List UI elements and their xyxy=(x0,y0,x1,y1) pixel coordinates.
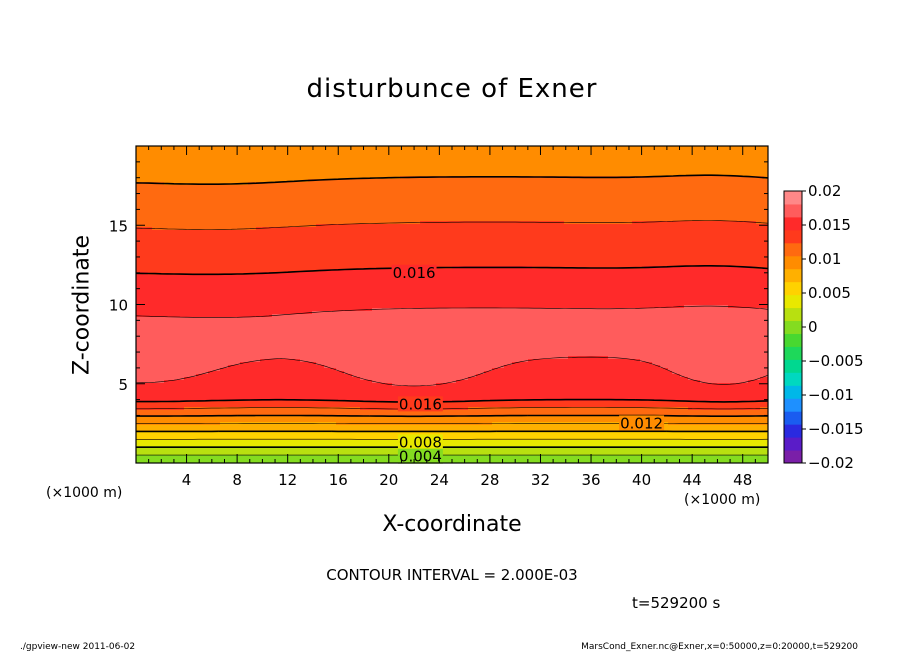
x-tick-label: 48 xyxy=(733,471,752,489)
x-tick-label: 24 xyxy=(430,471,449,489)
y-axis: 5 10 15 xyxy=(109,161,768,448)
contour-interval-text: CONTOUR INTERVAL = 2.000E-03 xyxy=(326,566,578,584)
colorbar-band xyxy=(784,411,802,425)
x-tick-label: 36 xyxy=(581,471,600,489)
colorbar-band xyxy=(784,424,802,438)
colorbar-band xyxy=(784,216,802,231)
y-tick-label: 15 xyxy=(109,217,128,235)
contour-label-background xyxy=(619,415,665,431)
contour-label: 0.008 xyxy=(399,433,442,451)
colorbar-band xyxy=(784,268,802,283)
colorbar-band xyxy=(784,281,802,296)
colorbar-tick-label: 0 xyxy=(808,318,818,336)
x-tick-label: 40 xyxy=(632,471,651,489)
colorbar-band xyxy=(784,203,802,218)
colorbar-tick-label: −0.01 xyxy=(808,386,854,404)
colorbar-band xyxy=(784,307,802,322)
colorbar-band xyxy=(784,372,802,386)
contour-label-background xyxy=(397,448,443,464)
colorbar-band xyxy=(784,437,802,451)
contour-line xyxy=(136,305,768,387)
colorbar-band xyxy=(784,242,802,257)
colorbar-band xyxy=(784,294,802,309)
footer-left-text: ./gpview-new 2011-06-02 xyxy=(20,642,136,652)
colorbar-band xyxy=(784,385,802,399)
time-text: t=529200 s xyxy=(632,594,721,612)
y-tick-label: 5 xyxy=(118,376,128,394)
y-tick-label: 10 xyxy=(109,297,128,315)
colorbar-band xyxy=(784,255,802,270)
colorbar-band xyxy=(784,450,802,464)
x-tick-label: 28 xyxy=(480,471,499,489)
colorbar-tick-label: −0.02 xyxy=(808,454,854,472)
x-tick-label: 20 xyxy=(379,471,398,489)
colorbar-band xyxy=(784,359,802,373)
colorbar-band xyxy=(784,320,802,334)
x-tick-label: 12 xyxy=(278,471,297,489)
colorbar-band xyxy=(784,398,802,412)
contour-label: 0.012 xyxy=(620,414,663,432)
footer-right-text: MarsCond_Exner.nc@Exner,x=0:50000,z=0:20… xyxy=(581,642,858,652)
x-unit-label-left: (×1000 m) xyxy=(46,485,123,501)
colorbar-tick-label: 0.02 xyxy=(808,182,841,200)
contour-label-background xyxy=(397,396,443,412)
contour-label: 0.016 xyxy=(393,264,436,282)
colorbar-band xyxy=(784,333,802,347)
colorbar-band xyxy=(784,346,802,360)
chart-title: disturbunce of Exner xyxy=(306,74,598,104)
x-tick-label: 16 xyxy=(329,471,348,489)
contour-label: 0.004 xyxy=(399,448,442,466)
colorbar: 0.02 0.015 0.01 0.005 0 −0.005 −0.01 −0.015 −0.0… xyxy=(783,182,864,472)
x-axis-label: X-coordinate xyxy=(382,512,522,537)
colorbar-tick-label: −0.005 xyxy=(808,352,864,370)
x-unit-label-right: (×1000 m) xyxy=(684,492,761,508)
x-tick-label: 44 xyxy=(683,471,702,489)
contour-label-background xyxy=(397,434,443,450)
contour-line xyxy=(136,174,768,418)
colorbar-tick-label: −0.015 xyxy=(808,420,864,438)
colorbar-band xyxy=(784,191,802,205)
x-axis: 4 8 12 16 20 24 28 32 36 40 44 48 xyxy=(148,146,756,489)
contour-label: 0.016 xyxy=(399,395,442,413)
contour-label-background xyxy=(391,264,437,280)
x-tick-label: 32 xyxy=(531,471,550,489)
colorbar-tick-label: 0.005 xyxy=(808,284,851,302)
colorbar-tick-label: 0.015 xyxy=(808,216,851,234)
colorbar-band xyxy=(784,229,802,244)
colorbar-tick-label: 0.01 xyxy=(808,250,841,268)
x-tick-label: 4 xyxy=(182,471,192,489)
x-tick-label: 8 xyxy=(232,471,242,489)
